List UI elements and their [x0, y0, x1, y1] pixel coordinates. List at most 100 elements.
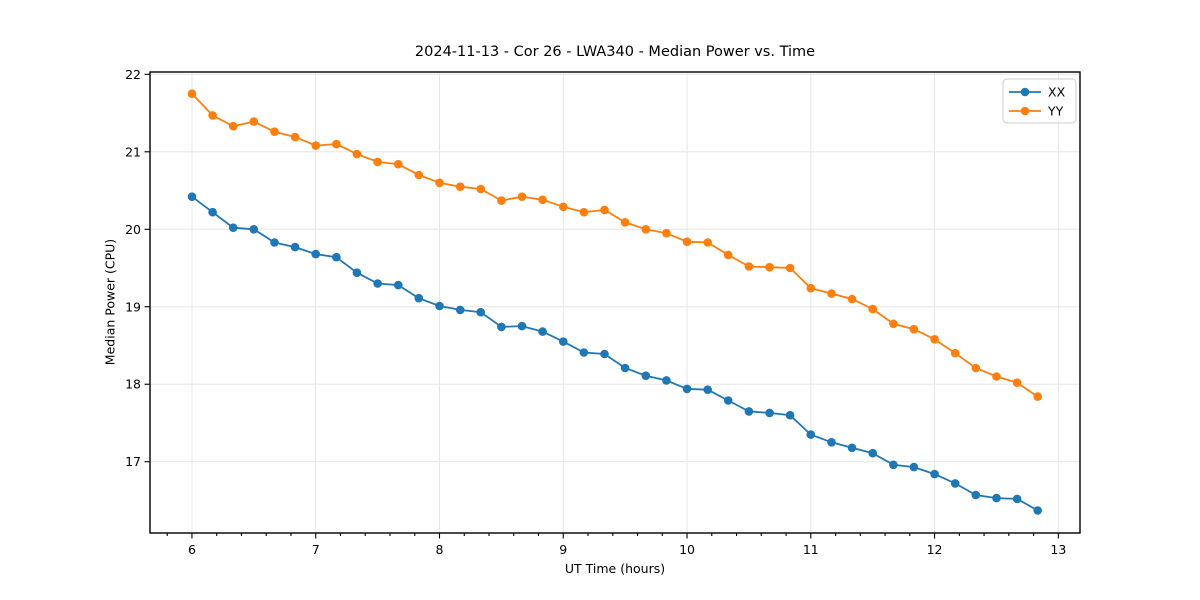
- data-point-marker: [187, 192, 197, 201]
- x-axis-label: UT Time (hours): [564, 561, 666, 576]
- data-point-marker: [1012, 378, 1022, 388]
- data-point-marker: [352, 149, 362, 159]
- data-point-marker: [662, 228, 671, 238]
- x-tick-label: 10: [679, 542, 695, 557]
- data-point-marker: [1033, 392, 1042, 401]
- data-point-marker: [579, 207, 589, 217]
- data-point-marker: [332, 139, 341, 149]
- x-tick-label: 8: [436, 542, 444, 557]
- y-tick-label: 20: [125, 222, 141, 237]
- data-point-marker: [600, 349, 609, 359]
- data-point-marker: [270, 238, 279, 247]
- data-point-marker: [208, 207, 217, 217]
- data-point-marker: [414, 170, 424, 180]
- y-tick-label: 22: [125, 67, 141, 82]
- data-point-marker: [889, 319, 898, 329]
- data-point-marker: [682, 237, 692, 246]
- data-point-marker: [332, 252, 341, 262]
- data-point-marker: [806, 283, 816, 293]
- y-axis-label: Median Power (CPU): [102, 238, 118, 366]
- data-point-marker: [703, 238, 712, 247]
- data-point-marker: [889, 460, 898, 470]
- legend-marker-swatch: [1020, 87, 1030, 97]
- series-line: [191, 195, 1039, 512]
- data-point-marker: [641, 225, 651, 234]
- chart-title: 2024-11-13 - Cor 26 - LWA340 - Median Po…: [414, 44, 816, 60]
- data-point-marker: [497, 196, 506, 205]
- data-point-marker: [290, 132, 300, 142]
- data-point-marker: [435, 301, 444, 311]
- data-point-marker: [682, 384, 692, 394]
- data-point-marker: [723, 396, 733, 405]
- data-point-marker: [620, 363, 630, 373]
- gridlines: [150, 72, 1080, 533]
- data-point-marker: [476, 184, 486, 194]
- data-point-marker: [600, 205, 609, 215]
- data-point-marker: [744, 407, 754, 416]
- data-point-marker: [744, 262, 754, 271]
- data-point-marker: [414, 293, 424, 303]
- data-point-marker: [311, 141, 321, 150]
- data-point-marker: [847, 443, 857, 453]
- legend: XX YY: [1002, 78, 1077, 124]
- data-point-marker: [930, 335, 939, 344]
- legend-label: XX: [1048, 85, 1066, 100]
- data-point-marker: [909, 324, 919, 334]
- data-point-marker: [497, 322, 506, 332]
- series-xx: [187, 192, 1042, 515]
- data-point-marker: [373, 279, 382, 288]
- y-tick-label: 17: [125, 454, 141, 469]
- data-point-marker: [641, 371, 651, 381]
- data-point-marker: [394, 280, 403, 290]
- y-tick-label: 21: [125, 144, 141, 159]
- data-point-marker: [992, 372, 1001, 381]
- data-point-marker: [950, 479, 960, 488]
- data-point-marker: [868, 448, 877, 458]
- series-yy: [187, 89, 1042, 401]
- data-point-marker: [765, 262, 774, 272]
- data-point-marker: [455, 305, 465, 315]
- data-point-marker: [723, 250, 733, 260]
- x-tick-label: 6: [188, 542, 196, 557]
- series-line: [191, 93, 1039, 398]
- data-point-marker: [785, 410, 795, 420]
- data-point-marker: [1033, 506, 1042, 515]
- data-point-marker: [868, 304, 877, 314]
- legend-marker-swatch: [1020, 106, 1030, 116]
- data-point-marker: [579, 348, 589, 357]
- data-point-marker: [620, 218, 630, 227]
- data-point-marker: [559, 202, 568, 212]
- data-point-marker: [827, 438, 836, 447]
- data-point-marker: [847, 294, 857, 304]
- x-tick-label: 11: [803, 542, 819, 557]
- data-point-marker: [455, 182, 465, 191]
- data-point-marker: [228, 223, 238, 232]
- data-point-marker: [517, 192, 527, 201]
- x-tick-label: 9: [559, 542, 567, 557]
- data-point-marker: [517, 321, 527, 331]
- data-point-marker: [538, 327, 547, 336]
- data-point-marker: [435, 178, 444, 188]
- data-point-marker: [476, 307, 486, 317]
- data-point-marker: [827, 289, 836, 298]
- data-point-marker: [228, 121, 238, 131]
- data-point-marker: [971, 363, 981, 373]
- x-tick-label: 13: [1050, 542, 1066, 557]
- plot-border: [149, 71, 1081, 534]
- data-point-marker: [373, 157, 382, 167]
- data-point-marker: [703, 385, 712, 395]
- x-tick-label: 12: [927, 542, 943, 557]
- tick-labels: 6 7 8 9 10 11 12 13 17 18 19 20 21 22: [125, 67, 1066, 557]
- data-point-marker: [394, 159, 403, 169]
- axis-ticks: [144, 73, 1059, 539]
- y-tick-label: 19: [125, 299, 141, 314]
- y-tick-label: 18: [125, 377, 141, 392]
- data-point-marker: [806, 430, 816, 439]
- data-point-marker: [208, 111, 217, 120]
- data-point-marker: [559, 337, 568, 346]
- data-point-marker: [270, 127, 279, 136]
- data-point-marker: [785, 263, 795, 273]
